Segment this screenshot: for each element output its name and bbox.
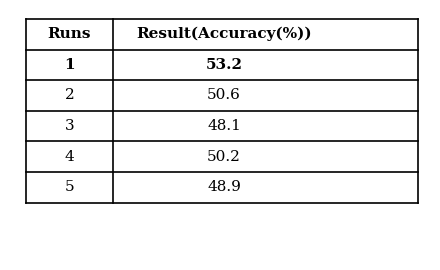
- Text: 3: 3: [65, 119, 74, 133]
- Text: 4: 4: [65, 150, 74, 164]
- Text: 2: 2: [65, 88, 74, 102]
- Text: 50.6: 50.6: [207, 88, 241, 102]
- Text: Runs: Runs: [48, 27, 91, 41]
- Text: 48.9: 48.9: [207, 180, 241, 194]
- Text: 50.2: 50.2: [207, 150, 241, 164]
- Text: Result(Accuracy(%)): Result(Accuracy(%)): [136, 27, 312, 41]
- Text: 1: 1: [64, 58, 75, 72]
- Text: 48.1: 48.1: [207, 119, 241, 133]
- Text: 5: 5: [65, 180, 74, 194]
- Text: 53.2: 53.2: [205, 58, 242, 72]
